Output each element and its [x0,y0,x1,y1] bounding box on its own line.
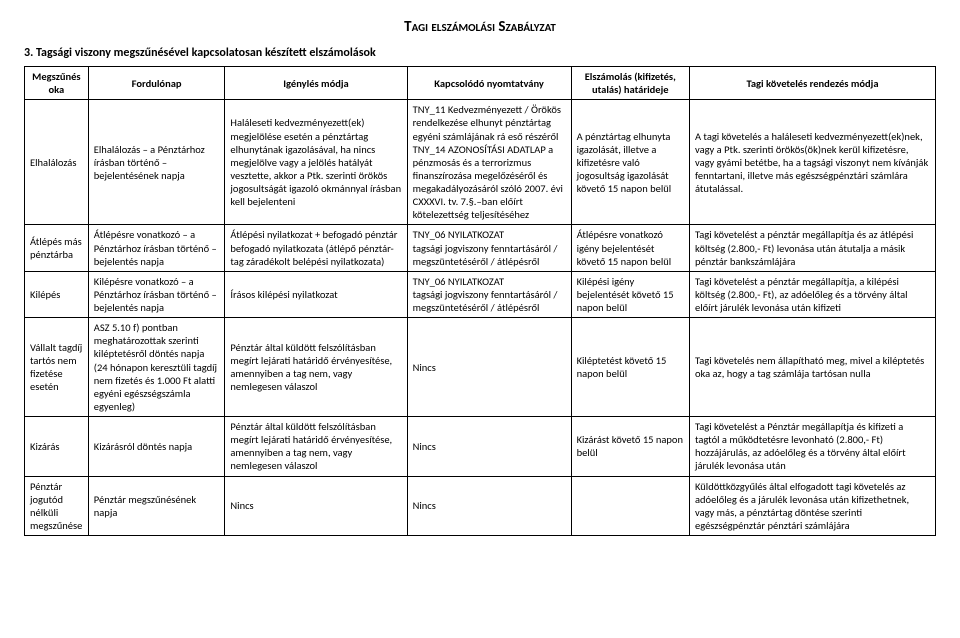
cell-reason: Kizárás [25,417,89,477]
cell-method: Írásos kilépési nyilatkozat [225,271,407,317]
table-row: ElhalálozásElhalálozás – a Pénztárhoz ír… [25,100,936,225]
header-settlement: Tagi követelés rendezés módja [689,67,935,100]
header-date: Fordulónap [88,67,225,100]
cell-reason: Pénztár jogutód nélküli megszűnése [25,476,89,536]
cell-method: Átlépési nyilatkozat + befogadó pénztár … [225,225,407,271]
cell-method: Nincs [225,476,407,536]
cell-settlement: Tagi követelés nem állapítható meg, mive… [689,318,935,417]
header-reason: Megszűnés oka [25,67,89,100]
cell-reason: Vállalt tagdíj tartós nem fizetése eseté… [25,318,89,417]
cell-date: Pénztár megszűnésének napja [88,476,225,536]
cell-settlement: Tagi követelést a pénztár megállapítja, … [689,271,935,317]
cell-date: Kilépésre vonatkozó – a Pénztárhoz írásb… [88,271,225,317]
cell-reason: Elhalálozás [25,100,89,225]
cell-deadline: A pénztártag elhunyta igazolását, illetv… [571,100,689,225]
table-row: KizárásKizárásról döntés napjaPénztár ál… [25,417,936,477]
cell-deadline: Kiléptetést követő 15 napon belül [571,318,689,417]
cell-form: TNY_06 NYILATKOZATtagsági jogviszony fen… [407,271,571,317]
cell-method: Pénztár által küldött felszólításban meg… [225,417,407,477]
cell-date: ASZ 5.10 f) pontban meghatározottak szer… [88,318,225,417]
header-method: Igénylés módja [225,67,407,100]
cell-method: Haláleseti kedvezményezett(ek) megjelölé… [225,100,407,225]
cell-form: Nincs [407,417,571,477]
cell-deadline: Átlépésre vonatkozó igény bejelentését k… [571,225,689,271]
cell-settlement: A tagi követelés a haláleseti kedvezmény… [689,100,935,225]
cell-form: Nincs [407,318,571,417]
cell-date: Átlépésre vonatkozó – a Pénztárhoz írásb… [88,225,225,271]
table-row: Pénztár jogutód nélküli megszűnésePénztá… [25,476,936,536]
header-deadline: Elszámolás (kifizetés, utalás) határidej… [571,67,689,100]
cell-date: Kizárásról döntés napja [88,417,225,477]
header-form: Kapcsolódó nyomtatvány [407,67,571,100]
cell-reason: Kilépés [25,271,89,317]
table-row: Átlépés más pénztárbaÁtlépésre vonatkozó… [25,225,936,271]
cell-deadline: Kilépési igény bejelentését követő 15 na… [571,271,689,317]
cell-deadline [571,476,689,536]
cell-form: TNY_11 Kedvezményezett / Örökös rendelke… [407,100,571,225]
settlement-table: Megszűnés oka Fordulónap Igénylés módja … [24,66,936,536]
cell-settlement: Tagi követelést a Pénztár megállapítja é… [689,417,935,477]
cell-settlement: Tagi követelést a pénztár megállapítja é… [689,225,935,271]
cell-deadline: Kizárást követő 15 napon belül [571,417,689,477]
cell-form: Nincs [407,476,571,536]
table-row: KilépésKilépésre vonatkozó – a Pénztárho… [25,271,936,317]
cell-form: TNY_06 NYILATKOZATtagsági jogviszony fen… [407,225,571,271]
table-row: Vállalt tagdíj tartós nem fizetése eseté… [25,318,936,417]
header-row: Megszűnés oka Fordulónap Igénylés módja … [25,67,936,100]
cell-settlement: Küldöttközgyűlés által elfogadott tagi k… [689,476,935,536]
cell-date: Elhalálozás – a Pénztárhoz írásban törté… [88,100,225,225]
cell-reason: Átlépés más pénztárba [25,225,89,271]
page-title: Tagi elszámolási Szabályzat [24,18,936,36]
cell-method: Pénztár által küldött felszólításban meg… [225,318,407,417]
section-title: 3. Tagsági viszony megszűnésével kapcsol… [24,46,936,60]
